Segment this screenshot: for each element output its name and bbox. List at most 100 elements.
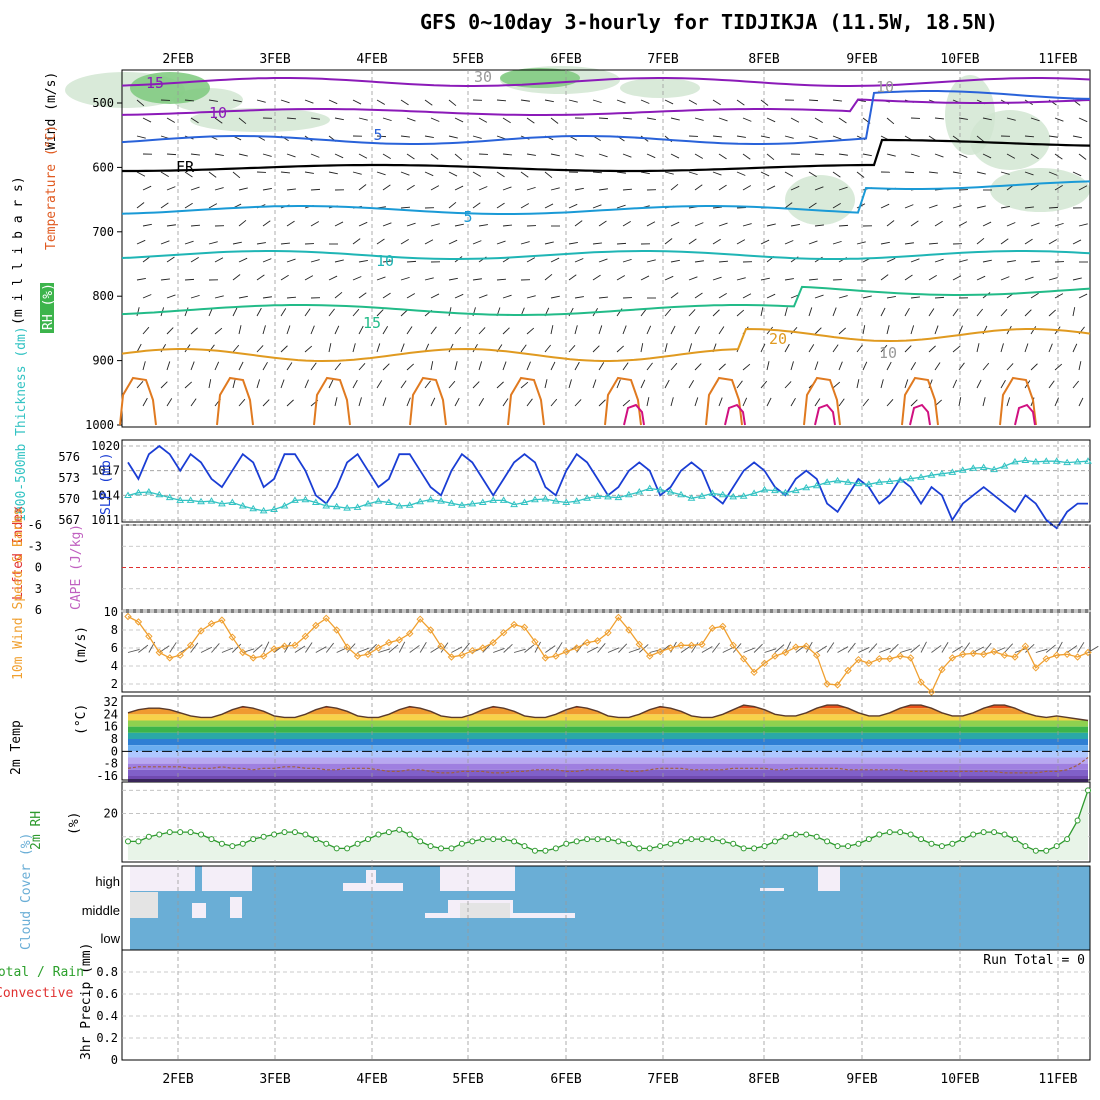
wind-barb [550,257,560,263]
wind-speed-marker [896,652,904,660]
thickness-marker [885,477,894,484]
li-tick: -3 [28,539,42,553]
thickness-marker [760,485,769,493]
wind-speed-marker [489,638,497,647]
rh-marker [417,838,424,845]
surface-wind-barb [628,648,641,653]
wind-barb [742,153,751,160]
wind-barb [688,171,698,176]
thickness-marker [927,471,936,478]
wind-barb [1006,260,1016,263]
wind-barb [262,325,266,335]
wind-barb [310,325,315,335]
wind-barb [1078,361,1082,371]
wind-barb [712,276,722,281]
wind-barb [904,307,910,317]
temp-contour [121,327,1091,363]
wind-barb [832,99,842,102]
wind-barb [832,240,842,245]
rh-marker [824,838,831,845]
wind-speed-marker [426,626,435,634]
surface-wind-barb [680,645,692,653]
wind-barb [406,326,413,335]
wind-barb [712,238,721,245]
rh-marker [354,840,361,847]
temp-contour [121,250,1091,260]
rh-marker [845,843,851,850]
wind-barb [550,187,560,191]
wind-barb [448,201,457,209]
wind-unit-label: (m/s) [74,626,89,665]
wind-barb [568,99,578,103]
rh-marker [761,843,768,850]
wind-speed-marker [625,626,633,634]
wind-barb [310,221,320,227]
surface-wind-barb [983,642,992,653]
wind-speed-marker [312,621,320,630]
wind-barb [358,325,364,335]
wind-barb [784,343,790,353]
wind-barb [382,260,392,263]
wind-barb [646,397,650,407]
wind-barb [688,238,697,245]
wind-speed-marker [1052,651,1061,659]
wind-barb [808,202,817,209]
rh-legend-swatch [40,283,54,333]
surface-wind-barb [221,647,234,653]
slp-tick: 1014 [91,488,120,502]
wind-barb [784,307,788,317]
wind-barb [478,224,488,227]
thickness-marker [896,476,905,483]
wind-barb [376,238,385,245]
wind-barb [574,258,584,263]
surface-wind-barb [378,648,391,653]
wind-speed-marker [886,655,894,663]
surface-wind-barb [931,645,942,653]
thickness-marker [771,486,779,494]
wind-barb [718,184,727,191]
wind-barb [352,276,362,281]
wind-barb [670,325,676,335]
wind-barb [214,117,223,124]
rh-marker [771,838,778,845]
wind-barb [736,135,746,138]
wind-barb [286,220,295,227]
temp-tick: 0 [111,744,118,758]
cloud-gap [192,903,206,918]
wind-barb [358,117,368,121]
surface-wind-barb [1056,641,1063,653]
top-date-tick: 6FEB [550,52,581,67]
wind-barb [256,345,264,353]
wind-barb [382,153,391,160]
wind-barb [1048,309,1056,317]
rh-marker [542,847,549,854]
wind-barb [952,275,962,281]
wind-barb [712,135,722,138]
rh-marker [949,840,956,847]
wind-barb [982,117,992,121]
wind-speed-marker [541,654,550,662]
wind-barb [808,344,815,353]
contour-label: FR [176,158,195,176]
wind-barb [328,99,338,105]
thickness-marker [301,495,310,503]
run-total-label: Run Total = 0 [983,953,1085,968]
wind-barb [670,183,679,191]
wind-speed-marker [176,651,184,659]
rh-marker [406,831,413,838]
li-tick: -6 [28,518,42,532]
wind-barb [286,188,296,191]
wind-barb [448,307,452,317]
rh-marker [855,840,862,847]
wind-barb [856,307,862,317]
thickness-marker [698,492,706,499]
wind-barb [352,238,361,245]
wind-barb [400,171,410,176]
rh-marker [427,843,434,850]
surface-wind-barb [388,644,399,653]
wind-speed-marker [374,644,383,652]
wind-barb [142,185,152,191]
wind-barb [142,117,152,123]
wind-barb [1030,184,1039,191]
wind-barb [496,202,505,209]
